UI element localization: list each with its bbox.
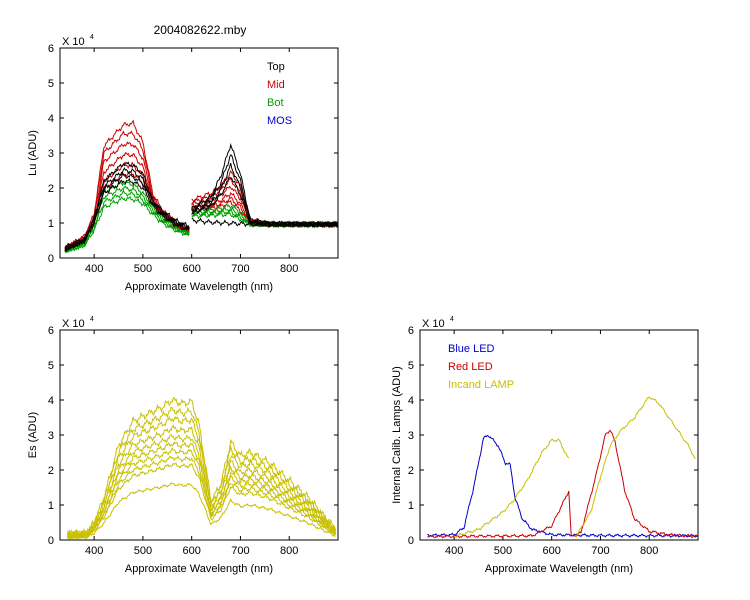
- es-series-group: [66, 396, 337, 540]
- lu-legend-entry: Top: [267, 61, 285, 73]
- lu-y-tick-label: 2: [48, 183, 54, 195]
- es-x-tick-label: 500: [134, 545, 152, 557]
- lu-y-tick-label: 4: [48, 113, 54, 125]
- es-y-tick-label: 5: [48, 360, 54, 372]
- lu-y-tick-label: 1: [48, 218, 54, 230]
- es-x-tick-label: 400: [85, 545, 103, 557]
- cal-series-group: [427, 396, 698, 539]
- lu-chart: 400 500 600 700 800 0 1 2 3 4 5 6 X 10 4 Approximate W…: [27, 34, 339, 293]
- es-x-tick-label: 700: [231, 545, 249, 557]
- es-x-tick-label: 800: [280, 545, 298, 557]
- es-y-tick-label: 2: [48, 465, 54, 477]
- es-y-tick-label: 3: [48, 430, 54, 442]
- cal-y-tick-label: 5: [408, 360, 414, 372]
- lu-y-tick-label: 3: [48, 148, 54, 160]
- cal-x-axis-label: Approximate Wavelength (nm): [485, 563, 633, 575]
- es-y-tick-label: 4: [48, 395, 54, 407]
- es-chart: 400 500 600 700 800 0 1 2 3 4 5 6 X 10 4 Approximate W…: [27, 316, 339, 575]
- lu-legend-entry: MOS: [267, 115, 292, 127]
- es-y-tick-label: 1: [48, 500, 54, 512]
- cal-x-tick-label: 600: [543, 545, 561, 557]
- cal-series-red-led: [427, 429, 698, 539]
- lu-x-axis-label: Approximate Wavelength (nm): [125, 281, 273, 293]
- lu-series-mid: [64, 119, 190, 247]
- cal-y-tick-label: 3: [408, 430, 414, 442]
- lu-series-mos: [191, 217, 338, 229]
- cal-exponent-label: X 10: [422, 318, 445, 330]
- es-series: [67, 446, 337, 540]
- cal-y-tick-label: 0: [408, 535, 414, 547]
- es-series: [66, 462, 336, 540]
- cal-x-tick-label: 800: [640, 545, 658, 557]
- lu-series-top: [191, 154, 338, 228]
- lu-y-tick-label: 0: [48, 253, 54, 265]
- calib-lamps-chart: 400 500 600 700 800 0 1 2 3 4 5 6 X 10 4 Approximate W…: [391, 316, 699, 575]
- cal-legend-entry: Blue LED: [448, 343, 495, 355]
- figure-title: 2004082622.mby: [154, 23, 247, 37]
- lu-legend-entry: Mid: [267, 79, 285, 91]
- cal-x-tick-label: 700: [591, 545, 609, 557]
- lu-y-tick-label: 6: [48, 43, 54, 55]
- cal-y-axis-label: Internal Calib. Lamps (ADU): [391, 366, 403, 504]
- cal-y-tick-label: 1: [408, 500, 414, 512]
- cal-series-blue-led: [427, 434, 698, 539]
- es-exponent-power: 4: [90, 316, 94, 323]
- cal-y-tick-label: 4: [408, 395, 414, 407]
- lu-x-tick-label: 800: [280, 263, 298, 275]
- cal-legend-entry: Incand LAMP: [448, 379, 514, 391]
- cal-series-incand-lamp: [454, 438, 570, 539]
- es-y-tick-label: 0: [48, 535, 54, 547]
- cal-legend-entry: Red LED: [448, 361, 493, 373]
- lu-series-top: [64, 167, 190, 249]
- lu-series-mid: [191, 177, 338, 229]
- lu-x-tick-label: 500: [134, 263, 152, 275]
- lu-exponent-power: 4: [90, 34, 94, 41]
- es-series: [67, 455, 336, 540]
- es-exponent-label: X 10: [62, 318, 85, 330]
- cal-y-tick-label: 2: [408, 465, 414, 477]
- cal-x-tick-label: 400: [445, 545, 463, 557]
- lu-series-mid: [64, 151, 190, 252]
- lu-series-group: [64, 119, 338, 254]
- lu-y-axis-label: Lu (ADU): [27, 130, 39, 176]
- es-y-axis-label: Es (ADU): [27, 412, 39, 458]
- es-y-tick-label: 6: [48, 325, 54, 337]
- cal-series-incand-lamp: [575, 396, 696, 538]
- es-x-axis-label: Approximate Wavelength (nm): [125, 563, 273, 575]
- lu-series-bot: [64, 196, 190, 254]
- lu-y-tick-label: 5: [48, 78, 54, 90]
- lu-x-tick-label: 400: [85, 263, 103, 275]
- cal-x-tick-label: 500: [494, 545, 512, 557]
- lu-x-tick-label: 700: [231, 263, 249, 275]
- lu-series-top: [191, 177, 338, 229]
- es-series: [66, 441, 337, 540]
- lu-legend-entry: Bot: [267, 97, 284, 109]
- lu-series-top: [64, 161, 190, 251]
- cal-y-tick-label: 6: [408, 325, 414, 337]
- cal-exponent-power: 4: [450, 316, 454, 323]
- lu-series-mid: [64, 130, 190, 251]
- es-x-tick-label: 600: [183, 545, 201, 557]
- lu-x-tick-label: 600: [183, 263, 201, 275]
- lu-exponent-label: X 10: [62, 36, 85, 48]
- lu-series-top: [64, 177, 190, 252]
- es-series: [67, 482, 336, 540]
- es-series: [66, 415, 337, 540]
